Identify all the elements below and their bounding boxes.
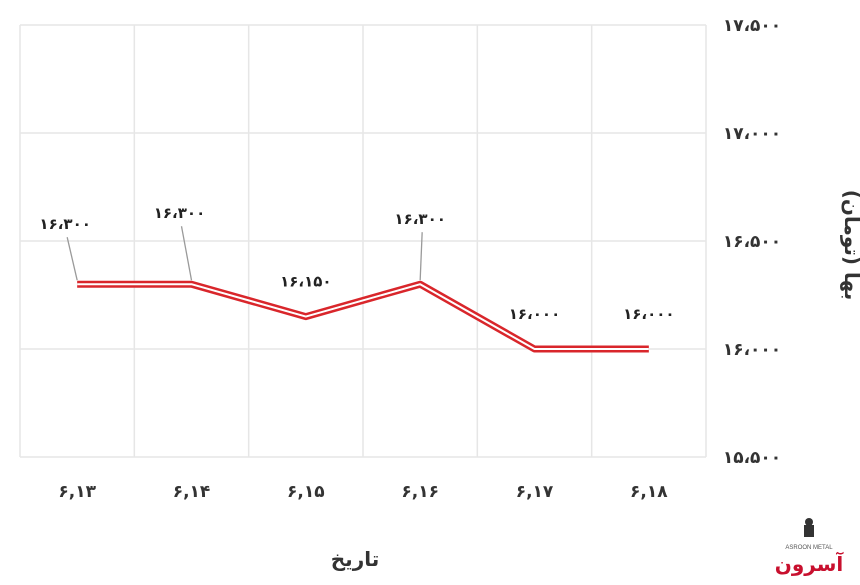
brand-logo: ASROON METAL آسرون xyxy=(774,517,844,577)
chart-grid xyxy=(19,24,707,458)
x-tick-label: ۶,۱۸ xyxy=(630,482,668,502)
leader-line xyxy=(66,237,78,281)
svg-text:ASROON METAL: ASROON METAL xyxy=(785,545,833,551)
series-line-core xyxy=(77,283,649,350)
svg-text:آسرون: آسرون xyxy=(775,551,844,576)
y-tick-label: ۱۶،۵۰۰ xyxy=(723,232,781,252)
chart-series xyxy=(77,280,649,353)
y-axis-title: بها (تومان) xyxy=(840,190,860,300)
x-tick-label: ۶,۱۴ xyxy=(173,482,211,502)
data-label: ۱۶،۳۰۰ xyxy=(394,210,445,228)
leader-line xyxy=(419,232,423,281)
x-tick-label: ۶,۱۶ xyxy=(401,482,439,502)
y-tick-label: ۱۷،۵۰۰ xyxy=(723,16,781,36)
x-tick-label: ۶,۱۳ xyxy=(58,482,96,502)
data-label: ۱۶،۳۰۰ xyxy=(39,215,90,233)
data-label: ۱۶،۰۰۰ xyxy=(509,305,560,323)
data-label: ۱۶،۱۵۰ xyxy=(280,273,331,291)
x-axis-title: تاریخ xyxy=(331,547,379,571)
y-tick-label: ۱۷،۰۰۰ xyxy=(723,124,781,144)
data-labels: ۱۶،۳۰۰ ۱۶،۳۰۰ ۱۶،۱۵۰ ۱۶،۳۰۰ ۱۶،۰۰۰ ۱۶،۰۰۰ xyxy=(39,204,674,323)
x-axis-ticks: ۶,۱۳ ۶,۱۴ ۶,۱۵ ۶,۱۶ ۶,۱۷ ۶,۱۸ xyxy=(58,482,668,502)
data-label: ۱۶،۰۰۰ xyxy=(623,305,674,323)
y-tick-label: ۱۶،۰۰۰ xyxy=(723,340,781,360)
leader-line xyxy=(180,226,193,281)
x-tick-label: ۶,۱۵ xyxy=(287,482,325,502)
data-label: ۱۶،۳۰۰ xyxy=(154,204,205,222)
y-axis-ticks: ۱۵،۵۰۰ ۱۶،۰۰۰ ۱۶،۵۰۰ ۱۷،۰۰۰ ۱۷،۵۰۰ xyxy=(723,16,781,468)
logo-figure xyxy=(804,525,814,537)
y-tick-label: ۱۵،۵۰۰ xyxy=(723,448,781,468)
x-tick-label: ۶,۱۷ xyxy=(516,482,554,502)
